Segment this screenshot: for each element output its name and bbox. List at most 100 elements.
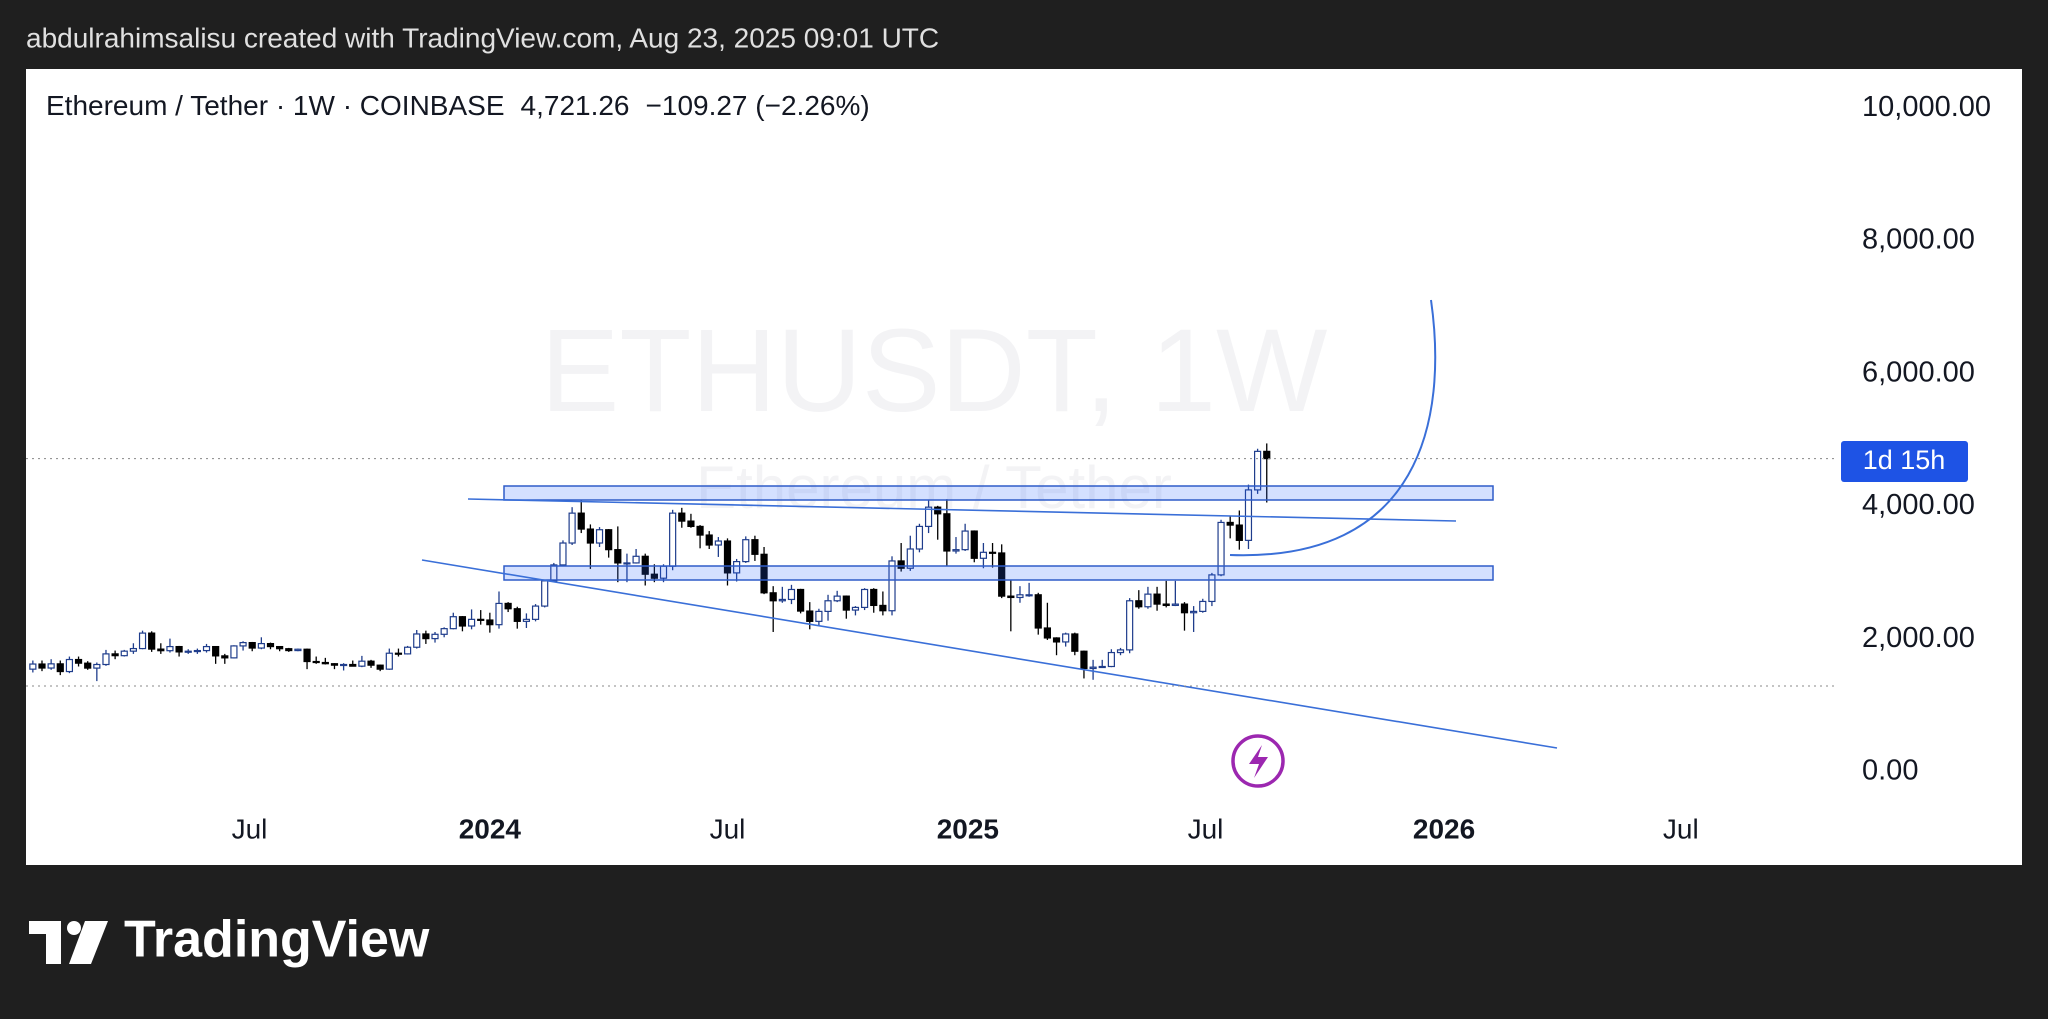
candle-body xyxy=(723,540,732,574)
candle-body xyxy=(1025,594,1033,597)
candle-body xyxy=(522,618,531,622)
countdown: 1d 15h xyxy=(1863,445,1946,475)
candle-body xyxy=(952,549,960,552)
candle-body xyxy=(467,618,476,627)
candle-body xyxy=(266,642,275,648)
candle-body xyxy=(394,652,403,655)
candle-body xyxy=(1007,595,1015,599)
candle-body xyxy=(349,663,357,667)
candle-body xyxy=(669,512,677,567)
y-tick-label: 10,000.00 xyxy=(1862,91,1991,123)
candle-body xyxy=(979,551,988,559)
candle-body xyxy=(431,633,439,640)
x-tick-label: Jul xyxy=(232,813,268,844)
candle-body xyxy=(733,561,741,574)
candle-body xyxy=(376,664,384,670)
candle-body xyxy=(586,528,594,544)
chart-panel xyxy=(26,69,2022,865)
candle-body xyxy=(1016,594,1024,599)
candle-body xyxy=(897,560,905,569)
candle-body xyxy=(531,605,540,620)
candle-body xyxy=(1062,633,1070,643)
candle-body xyxy=(696,525,704,536)
y-tick-label: 4,000.00 xyxy=(1862,489,1975,521)
x-tick-label: Jul xyxy=(1663,813,1699,844)
candle-body xyxy=(1217,521,1225,576)
x-tick-label: 2025 xyxy=(937,813,999,844)
x-tick-label: Jul xyxy=(710,813,746,844)
candle-body xyxy=(358,660,366,667)
candle-body xyxy=(879,604,887,612)
candle-body xyxy=(860,588,869,609)
candle-body xyxy=(1190,610,1198,614)
candle-body xyxy=(806,610,814,622)
candle-body xyxy=(924,506,933,528)
candle-body xyxy=(1199,600,1207,612)
candle-body xyxy=(1226,521,1234,526)
candle-body xyxy=(449,616,457,630)
candle-body xyxy=(1144,593,1152,608)
candle-body xyxy=(56,663,64,673)
candle-body xyxy=(824,600,832,612)
candle-body xyxy=(129,647,137,652)
candle-body xyxy=(614,549,622,564)
candle-body xyxy=(769,592,777,602)
candle-body xyxy=(815,610,823,622)
candle-body xyxy=(851,606,860,611)
candle-body xyxy=(312,660,320,664)
candle-body xyxy=(504,602,512,610)
candle-body xyxy=(1080,650,1088,670)
y-tick-label: 0.00 xyxy=(1862,755,1918,787)
candle-body xyxy=(870,588,878,607)
brand: TradingView xyxy=(124,911,430,969)
candle-body xyxy=(477,618,485,621)
candle-body xyxy=(340,663,348,667)
x-tick-label: 2026 xyxy=(1413,813,1475,844)
candle-body xyxy=(797,588,805,612)
candle-body xyxy=(513,608,521,622)
candle-body xyxy=(285,648,293,652)
candle-body xyxy=(29,663,37,670)
candle-body xyxy=(1098,665,1106,669)
candle-body xyxy=(184,650,192,653)
candle-body xyxy=(915,525,924,550)
candle-body xyxy=(541,580,549,607)
candle-body xyxy=(175,645,183,653)
candle-body xyxy=(934,506,942,515)
candle-body xyxy=(166,645,174,652)
candle-body xyxy=(1208,574,1216,603)
legend-symbol: Ethereum / Tether · 1W · COINBASE xyxy=(46,90,505,121)
candle-body xyxy=(230,645,238,659)
y-tick-label: 8,000.00 xyxy=(1862,224,1975,256)
zone xyxy=(503,565,1494,581)
logo-v xyxy=(69,921,108,964)
candle-body xyxy=(760,553,768,594)
candle-body xyxy=(1043,627,1051,639)
candle-body xyxy=(687,520,695,528)
candle-body xyxy=(595,529,604,544)
candle-body xyxy=(276,645,284,650)
candle-body xyxy=(943,513,951,552)
candle-body xyxy=(120,650,128,657)
candle-body xyxy=(440,628,448,635)
candle-body xyxy=(632,555,640,564)
candle-body xyxy=(193,649,201,653)
zone xyxy=(503,485,1494,501)
candle-body xyxy=(1263,450,1271,460)
candle-body xyxy=(1126,600,1134,651)
candle-body xyxy=(148,632,156,650)
caption: abdulrahimsalisu created with TradingVie… xyxy=(26,22,939,53)
candle-body xyxy=(705,534,713,546)
trendline xyxy=(421,559,1558,749)
candle-body xyxy=(422,633,430,640)
candle-body xyxy=(367,660,375,666)
candle-body xyxy=(1162,603,1170,607)
logo-t xyxy=(29,921,61,964)
candle-body xyxy=(650,573,658,579)
legend-price: 4,721.26 xyxy=(521,90,630,121)
candle-body xyxy=(248,641,256,649)
candle-body xyxy=(495,602,503,626)
event-bolt xyxy=(1249,745,1268,778)
